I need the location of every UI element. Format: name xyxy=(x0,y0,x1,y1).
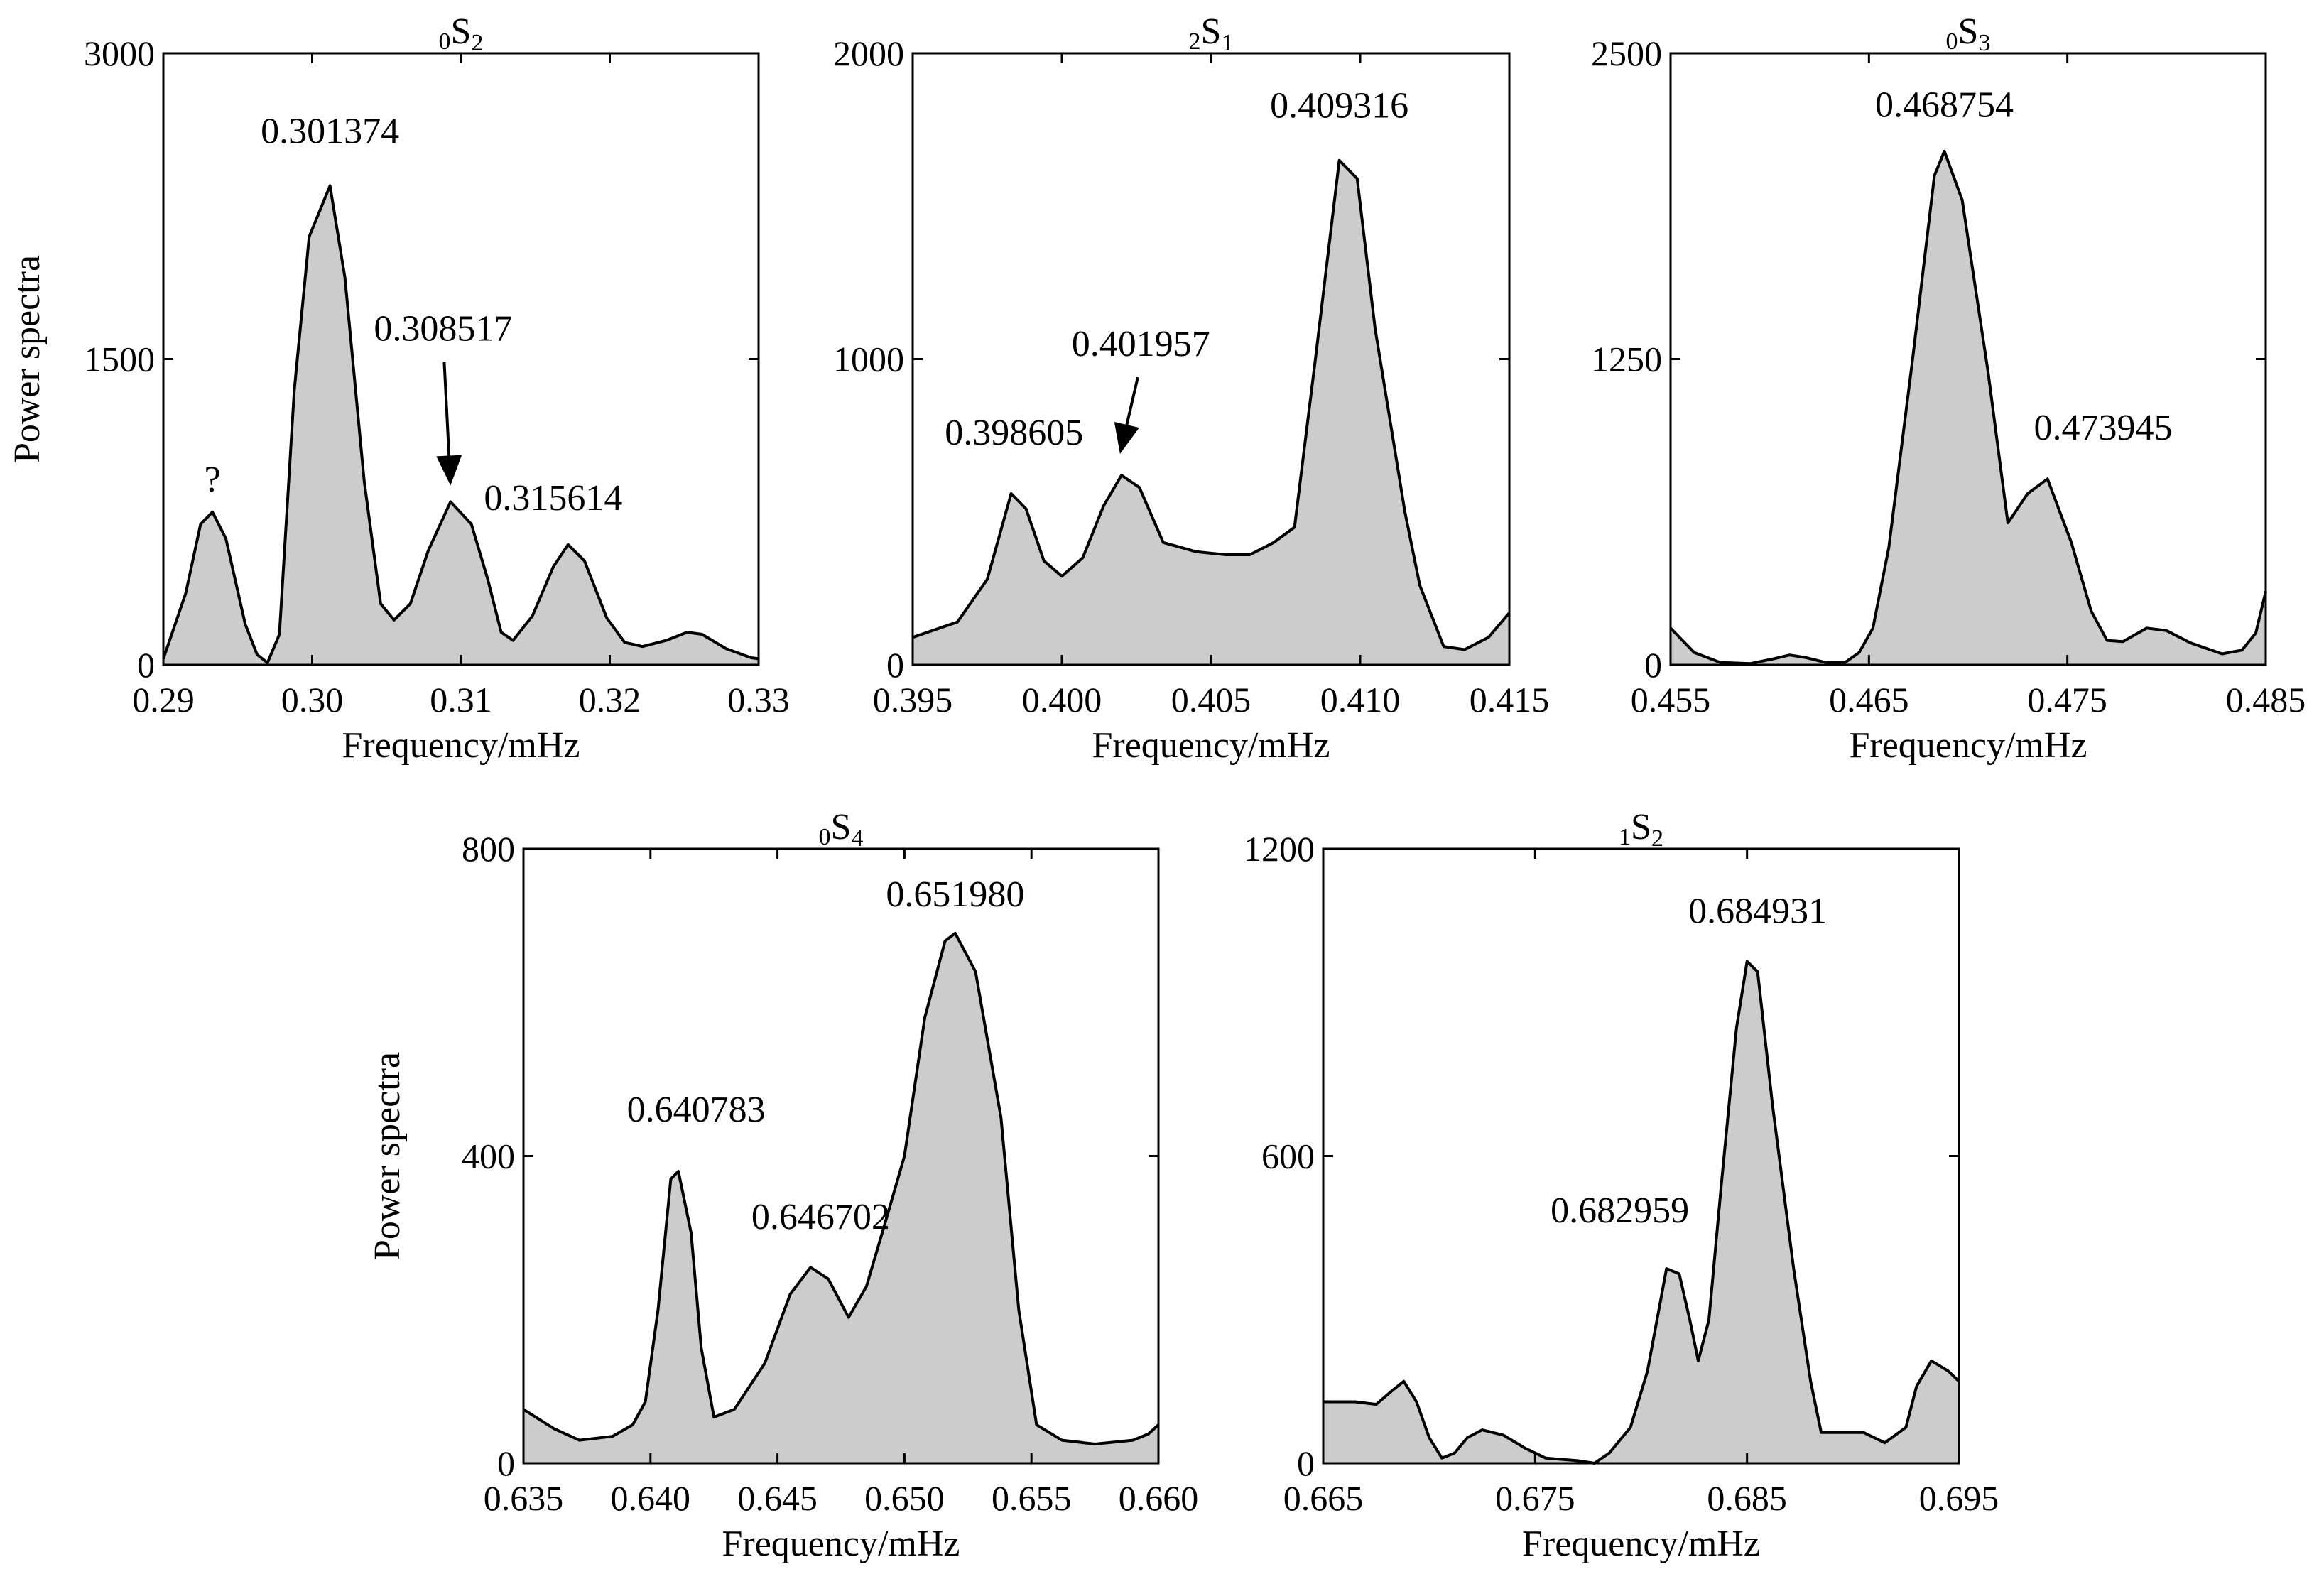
spectrum-line xyxy=(1323,960,1960,1465)
x-tick-label: 0.650 xyxy=(864,1478,945,1518)
peak-label: 0.473945 xyxy=(2034,408,2172,448)
x-tick-label: 0.655 xyxy=(992,1478,1072,1518)
y-tick-label: 400 xyxy=(462,1136,515,1176)
peak-label: 0.398605 xyxy=(945,413,1083,453)
y-tick-label: 0 xyxy=(497,1443,515,1483)
y-tick-label: 1500 xyxy=(84,340,155,379)
x-tick-label: 0.29 xyxy=(132,680,195,720)
y-tick-label: 600 xyxy=(1261,1136,1315,1176)
x-tick-label: 0.685 xyxy=(1707,1478,1787,1518)
x-axis-label: Frequency/mHz xyxy=(1522,1524,1760,1564)
arrow-head xyxy=(1114,421,1139,454)
y-tick-label: 0 xyxy=(886,645,904,685)
chart-4: 0.635 0.640 0.645 0.650 0.655 0.660 0 400 800 Fre… xyxy=(367,807,1198,1564)
plot-frame xyxy=(1322,847,1960,1465)
annotation-arrow xyxy=(442,362,451,456)
x-tick-label: 0.640 xyxy=(611,1478,691,1518)
peak-label: 0.308517 xyxy=(374,309,512,349)
y-tick-label: 3000 xyxy=(84,33,155,73)
x-axis-label: Frequency/mHz xyxy=(1092,725,1330,766)
peak-label: ? xyxy=(205,460,221,500)
arrow-head xyxy=(436,455,462,486)
y-axis-label: Power spectra xyxy=(367,1052,408,1260)
y-axis-label: Power spectra xyxy=(7,255,48,463)
y-tick-label: 0 xyxy=(1297,1443,1315,1483)
x-tick-label: 0.465 xyxy=(1829,680,1909,720)
x-tick-label: 0.675 xyxy=(1495,1478,1575,1518)
peak-label: 0.640783 xyxy=(627,1090,766,1130)
chart-1: 0.29 0.30 0.31 0.32 0.33 0 1500 3000 Frequency/m… xyxy=(7,11,790,766)
peak-label: 0.684931 xyxy=(1688,891,1827,932)
x-axis-label: Frequency/mHz xyxy=(722,1524,960,1564)
x-tick-label: 0.32 xyxy=(579,680,641,720)
x-tick-label: 0.665 xyxy=(1283,1478,1364,1518)
x-tick-label: 0.415 xyxy=(1470,680,1550,720)
chart-title: 1S2 xyxy=(1619,807,1663,852)
y-tick-label: 0 xyxy=(137,645,155,685)
x-tick-label: 0.635 xyxy=(484,1478,564,1518)
spectrum-line xyxy=(1669,149,2267,666)
chart-title: 0S2 xyxy=(439,11,484,56)
spectrum-line xyxy=(912,158,1511,651)
x-tick-label: 0.400 xyxy=(1022,680,1102,720)
chart-5: 0.665 0.675 0.685 0.695 0 600 1200 Frequency/mH… xyxy=(1244,807,1999,1564)
peak-label: 0.651980 xyxy=(886,874,1024,915)
spectrum-area xyxy=(163,185,759,665)
spectrum-line xyxy=(162,184,759,665)
x-tick-label: 0.33 xyxy=(727,680,790,720)
spectrum-area xyxy=(1671,151,2266,666)
y-tick-label: 1000 xyxy=(833,340,904,379)
x-tick-label: 0.455 xyxy=(1631,680,1711,720)
x-tick-label: 0.485 xyxy=(2226,680,2306,720)
spectrum-area xyxy=(523,933,1158,1463)
peak-label: 0.315614 xyxy=(484,478,622,519)
y-tick-label: 1200 xyxy=(1244,829,1315,869)
x-tick-label: 0.30 xyxy=(281,680,344,720)
x-tick-label: 0.405 xyxy=(1171,680,1251,720)
x-tick-label: 0.395 xyxy=(873,680,953,720)
chart-title: 0S4 xyxy=(819,807,864,852)
y-tick-label: 2500 xyxy=(1591,33,1662,73)
chart-title: 0S3 xyxy=(1946,11,1991,56)
x-tick-label: 0.645 xyxy=(737,1478,818,1518)
x-tick-label: 0.31 xyxy=(430,680,492,720)
spectrum-area xyxy=(1323,961,1959,1463)
y-tick-label: 1250 xyxy=(1591,340,1662,379)
chart-title: 2S1 xyxy=(1189,11,1234,56)
x-axis-label: Frequency/mHz xyxy=(1849,725,2087,766)
y-tick-label: 2000 xyxy=(833,33,904,73)
spectrum-line xyxy=(522,931,1160,1445)
peak-label: 0.646702 xyxy=(751,1197,890,1237)
x-tick-label: 0.475 xyxy=(2027,680,2107,720)
annotation-arrow xyxy=(1125,376,1139,425)
chart-2: 0.395 0.400 0.405 0.410 0.415 0 1000 2000 Freque… xyxy=(833,11,1549,766)
peak-label: 0.301374 xyxy=(261,111,399,151)
x-axis-label: Frequency/mHz xyxy=(342,725,580,766)
peak-label: 0.409316 xyxy=(1270,85,1408,126)
x-tick-label: 0.660 xyxy=(1119,1478,1199,1518)
peak-label: 0.682959 xyxy=(1551,1190,1689,1231)
y-tick-label: 0 xyxy=(1644,645,1662,685)
x-tick-label: 0.410 xyxy=(1320,680,1401,720)
x-tick-label: 0.695 xyxy=(1919,1478,1999,1518)
spectrum-area xyxy=(913,160,1509,665)
peak-label: 0.401957 xyxy=(1072,324,1210,364)
y-tick-label: 800 xyxy=(462,829,515,869)
peak-label: 0.468754 xyxy=(1875,85,2014,126)
chart-3: 0.455 0.465 0.475 0.485 0 1250 2500 Frequency/m… xyxy=(1591,11,2306,766)
